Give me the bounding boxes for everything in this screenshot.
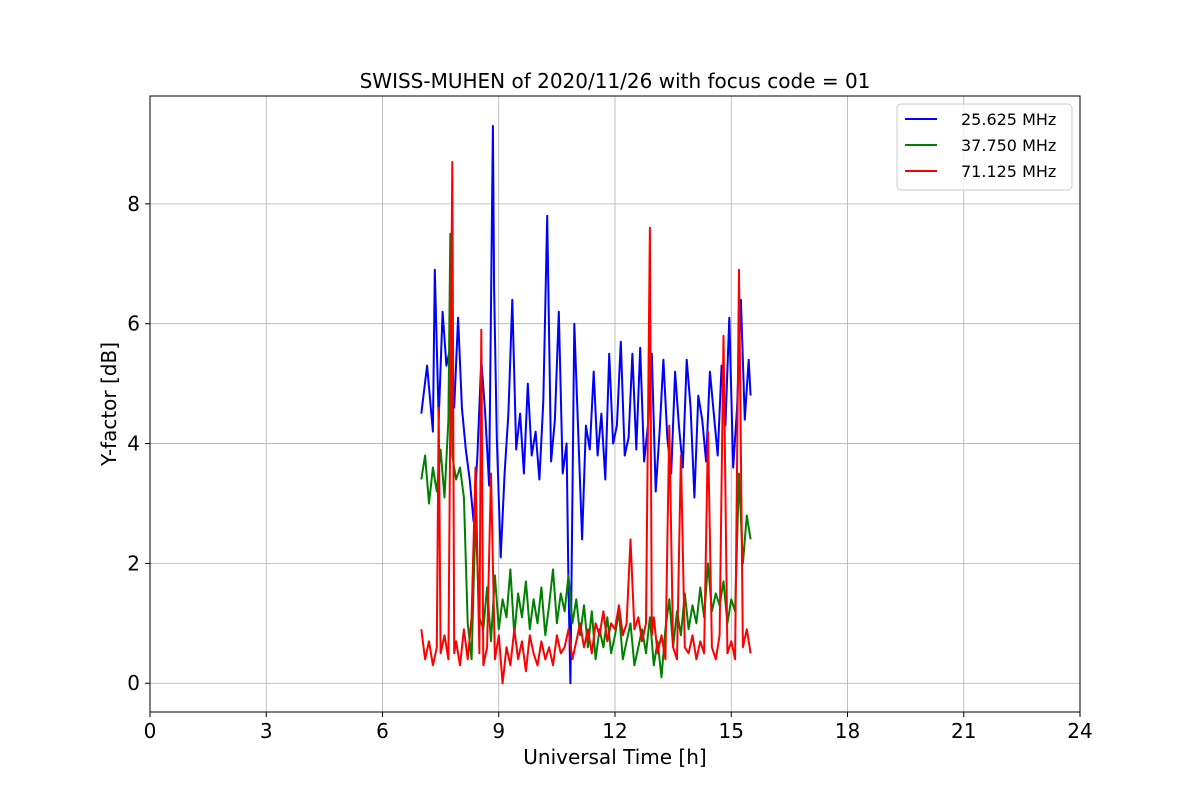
legend-label-1: 37.750 MHz [961,136,1056,155]
series-line-0 [420,125,752,685]
series-line-2 [420,160,752,685]
x-tick-label: 3 [260,719,273,743]
x-tick-label: 21 [951,719,976,743]
legend: 25.625 MHz 37.750 MHz 71.125 MHz [896,103,1073,191]
x-tick-label: 0 [144,719,157,743]
legend-label-0: 25.625 MHz [961,110,1056,129]
x-tick-label: 18 [835,719,860,743]
x-tick-label: 24 [1067,719,1092,743]
series-layer [420,125,752,685]
y-axis-label: Y-factor [dB] [97,342,121,467]
x-tick-label: 6 [376,719,389,743]
x-tick-label: 15 [719,719,744,743]
x-tick-label: 12 [602,719,627,743]
legend-box [896,103,1073,191]
y-tick-label: 4 [127,432,140,456]
series-line-1 [420,232,752,679]
chart-title: SWISS-MUHEN of 2020/11/26 with focus cod… [360,69,871,93]
legend-label-2: 71.125 MHz [961,162,1056,181]
y-tick-label: 6 [127,312,140,336]
x-tick-label: 9 [492,719,505,743]
y-tick-label: 8 [127,192,140,216]
y-tick-label: 0 [127,671,140,695]
x-axis-label: Universal Time [h] [523,745,706,769]
y-tick-label: 2 [127,551,140,575]
